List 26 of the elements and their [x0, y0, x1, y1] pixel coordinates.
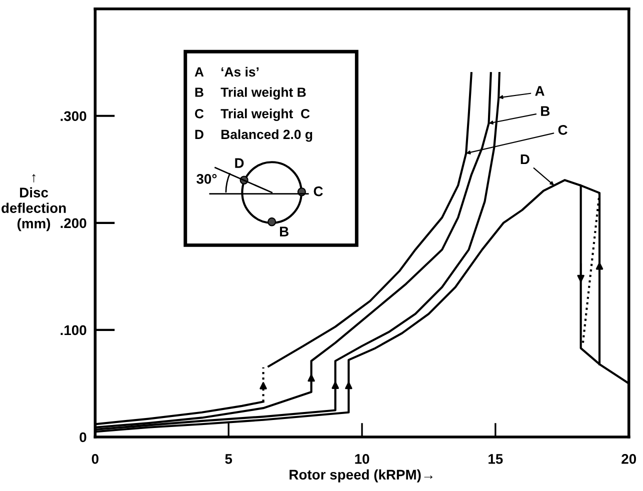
annotation: C: [558, 125, 568, 135]
x-tick-label: 15: [488, 454, 503, 464]
annotation: ‘As is’: [221, 66, 259, 77]
y-tick-label: .100: [60, 325, 86, 336]
annotation: 30°: [196, 174, 217, 184]
annotation: B: [541, 106, 550, 116]
y-tick-label: .300: [60, 111, 86, 122]
annotation: B: [280, 226, 288, 236]
annotation: C: [314, 186, 323, 196]
y-tick-label: 0: [80, 432, 86, 442]
x-axis-title: Rotor speed (kRPM)→: [290, 469, 432, 482]
x-tick-label: 5: [225, 454, 232, 464]
x-tick-label: 20: [622, 454, 636, 464]
annotation: Trial weight C: [220, 108, 310, 121]
x-tick-label: 10: [355, 454, 370, 464]
x-tick-label: 0: [92, 454, 98, 464]
annotation: D: [195, 130, 204, 139]
annotation: C: [194, 109, 204, 118]
y-tick-label: .200: [60, 218, 86, 228]
annotation: A: [535, 86, 544, 96]
annotation: A: [194, 67, 204, 76]
annotation: Trial weight B: [220, 87, 306, 100]
annotation: D: [520, 154, 530, 164]
annotation: Balanced 2.0 g: [221, 129, 312, 142]
annotation: B: [195, 88, 204, 97]
annotation: D: [235, 158, 244, 168]
